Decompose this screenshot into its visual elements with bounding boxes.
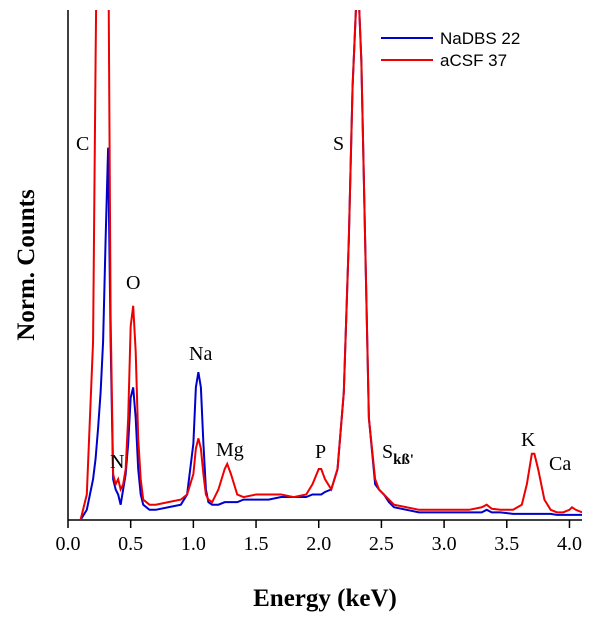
peak-label: C bbox=[76, 133, 89, 155]
legend-label: aCSF 37 bbox=[440, 51, 507, 70]
peak-label-text: P bbox=[315, 441, 326, 463]
peak-label-text: Na bbox=[189, 343, 212, 365]
x-tick-label: 2.5 bbox=[369, 533, 394, 555]
peak-label-text: C bbox=[76, 133, 89, 155]
x-tick-label: 0.5 bbox=[118, 533, 143, 555]
peak-label: O bbox=[126, 272, 140, 294]
peak-label: P bbox=[315, 441, 326, 463]
peak-label-text: N bbox=[110, 451, 124, 473]
peak-label-text: Mg bbox=[216, 439, 244, 461]
x-tick-label: 1.0 bbox=[181, 533, 206, 555]
peak-label: Skß' bbox=[382, 441, 414, 468]
peak-label: K bbox=[521, 429, 536, 451]
x-tick-label: 0.0 bbox=[56, 533, 81, 555]
peak-label-text: S bbox=[333, 133, 344, 155]
plot-lines bbox=[79, 10, 582, 520]
series-line bbox=[79, 10, 582, 520]
legend-label: NaDBS 22 bbox=[440, 29, 520, 48]
peak-label: Ca bbox=[549, 453, 571, 475]
peak-label-text: O bbox=[126, 272, 140, 294]
x-tick-label: 1.5 bbox=[244, 533, 269, 555]
peak-label: Na bbox=[189, 343, 212, 365]
peak-label: Mg bbox=[216, 439, 244, 461]
x-tick-label: 3.0 bbox=[432, 533, 457, 555]
series-line bbox=[79, 10, 582, 520]
y-axis-label: Norm. Counts bbox=[13, 189, 40, 341]
x-tick-label: 2.0 bbox=[306, 533, 331, 555]
peak-label: N bbox=[110, 451, 124, 473]
x-axis-label: Energy (keV) bbox=[253, 585, 397, 612]
peak-label-text: K bbox=[521, 429, 536, 451]
x-tick-label: 3.5 bbox=[494, 533, 519, 555]
peak-label: S bbox=[333, 133, 344, 155]
peak-label-sub: kß' bbox=[393, 452, 414, 468]
peak-label-text: Ca bbox=[549, 453, 571, 475]
x-tick-label: 4.0 bbox=[557, 533, 582, 555]
peak-label-text: S bbox=[382, 441, 393, 463]
